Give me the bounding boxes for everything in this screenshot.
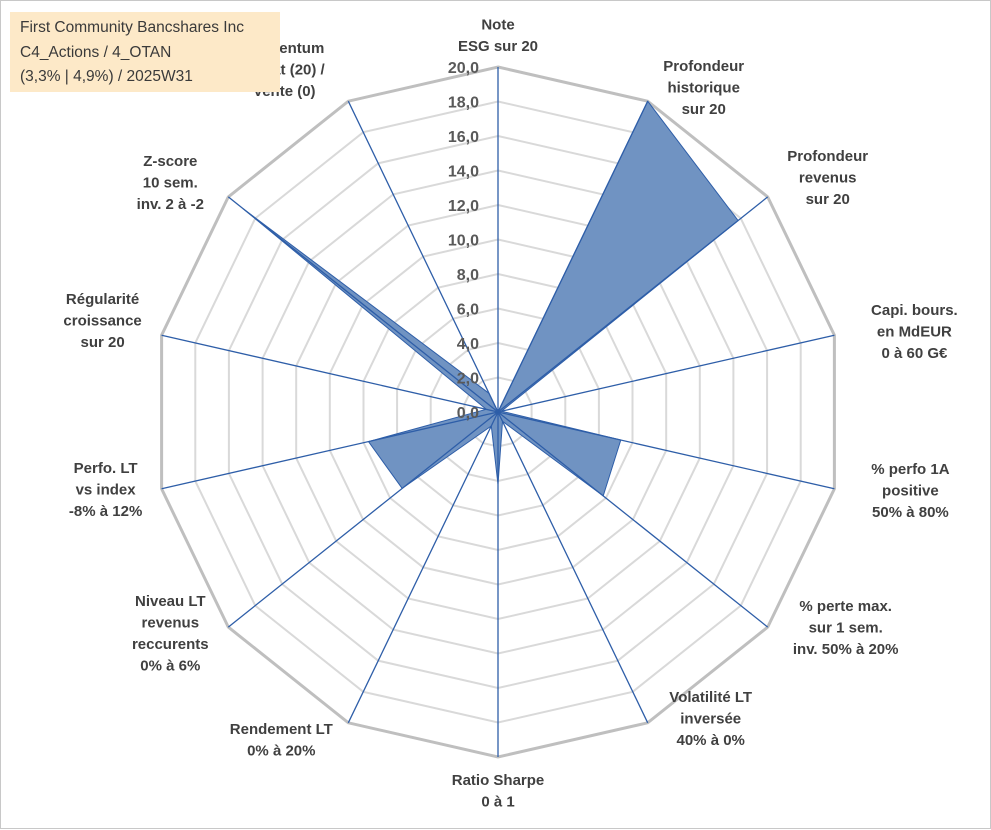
axis-label-11-line-0: Régularité xyxy=(66,291,139,308)
spoke-layer xyxy=(161,67,835,757)
series-area xyxy=(242,100,739,497)
axis-label-5-line-2: inv. 50% à 20% xyxy=(793,641,899,658)
axis-label-12-line-2: inv. 2 à -2 xyxy=(137,196,204,213)
axis-label-10-line-0: Perfo. LT xyxy=(74,460,138,477)
axis-label-2-line-0: Profondeur xyxy=(787,148,868,165)
axis-label-3: Capi. bours. en MdEUR 0 à 60 G€ xyxy=(871,302,958,362)
axis-label-2-line-2: sur 20 xyxy=(806,191,850,208)
axis-label-0: Note ESG sur 20 xyxy=(458,17,538,56)
axis-label-10: Perfo. LT vs index -8% à 12% xyxy=(69,460,142,520)
axis-label-2: Profondeur revenus sur 20 xyxy=(787,148,868,208)
axis-label-3-line-1: en MdEUR xyxy=(877,324,952,341)
axis-label-3-line-2: 0 à 60 G€ xyxy=(881,345,948,362)
axis-label-8: Rendement LT 0% à 20% xyxy=(230,721,333,760)
axis-label-2-line-1: revenus xyxy=(799,169,857,186)
spoke-5 xyxy=(497,411,769,628)
axis-label-9: Niveau LT revenus reccurents 0% à 6% xyxy=(132,593,209,675)
spoke-2 xyxy=(497,196,769,413)
axis-label-5-line-0: % perte max. xyxy=(799,598,892,615)
axis-label-12-line-1: 10 sem. xyxy=(143,174,198,191)
axis-label-6: Volatilité LT inversée 40% à 0% xyxy=(669,689,752,749)
axis-label-10-line-1: vs index xyxy=(76,481,137,498)
spoke-10 xyxy=(161,411,499,490)
axis-label-9-line-3: 0% à 6% xyxy=(140,658,200,675)
spoke-12 xyxy=(227,196,499,413)
spoke-1 xyxy=(497,100,649,413)
title-category: C4_Actions / 4_OTAN xyxy=(20,43,172,61)
axis-label-7-line-0: Ratio Sharpe xyxy=(452,772,545,789)
spoke-4 xyxy=(497,411,835,490)
axis-label-1-line-0: Profondeur xyxy=(663,58,744,75)
tick-label-7: 14,0 xyxy=(448,164,479,181)
tick-label-6: 12,0 xyxy=(448,198,479,215)
axis-label-9-line-1: revenus xyxy=(142,615,200,632)
axis-label-5-line-1: sur 1 sem. xyxy=(809,620,883,637)
spoke-13 xyxy=(347,100,499,413)
tick-label-layer: 0,0 2,0 4,0 6,0 8,0 10,0 12,0 14,0 16,0 18,0 20,0 xyxy=(448,60,479,422)
tick-label-4: 8,0 xyxy=(457,267,479,284)
tick-label-10: 20,0 xyxy=(448,60,479,77)
axis-label-1-line-1: historique xyxy=(667,80,740,97)
spoke-9 xyxy=(227,411,499,628)
axis-label-5: % perte max. sur 1 sem. inv. 50% à 20% xyxy=(793,598,899,658)
spoke-6 xyxy=(497,411,649,724)
axis-label-12: Z-score 10 sem. inv. 2 à -2 xyxy=(137,153,204,213)
tick-label-3: 6,0 xyxy=(457,302,479,319)
axis-label-4-line-1: positive xyxy=(882,482,939,499)
axis-label-8-line-1: 0% à 20% xyxy=(247,742,315,759)
spoke-11 xyxy=(161,334,499,413)
axis-label-3-line-0: Capi. bours. xyxy=(871,302,958,319)
axis-label-6-line-1: inversée xyxy=(680,710,741,727)
axis-label-11-line-2: sur 20 xyxy=(80,334,124,351)
tick-label-9: 18,0 xyxy=(448,95,479,112)
tick-label-8: 16,0 xyxy=(448,129,479,146)
axis-label-1: Profondeur historique sur 20 xyxy=(663,58,744,118)
axis-label-6-line-2: 40% à 0% xyxy=(677,732,745,749)
axis-label-0-line-1: ESG sur 20 xyxy=(458,38,538,55)
tick-label-2: 4,0 xyxy=(457,336,479,353)
tick-label-5: 10,0 xyxy=(448,233,479,250)
axis-label-4: % perfo 1A positive 50% à 80% xyxy=(871,461,950,521)
axis-label-4-line-0: % perfo 1A xyxy=(871,461,950,478)
title-company: First Community Bancshares Inc xyxy=(20,19,244,36)
axis-label-8-line-0: Rendement LT xyxy=(230,721,333,738)
axis-label-9-line-2: reccurents xyxy=(132,636,209,653)
axis-label-1-line-2: sur 20 xyxy=(682,101,726,118)
series-area-layer xyxy=(242,100,739,497)
axis-label-7: Ratio Sharpe 0 à 1 xyxy=(452,772,545,811)
axis-label-11-line-1: croissance xyxy=(63,313,141,330)
axis-label-12-line-0: Z-score xyxy=(143,153,197,170)
axis-label-4-line-2: 50% à 80% xyxy=(872,504,949,521)
tick-label-0: 0,0 xyxy=(457,405,479,422)
axis-label-11: Régularité croissance sur 20 xyxy=(63,291,141,351)
chart-title-box: First Community Bancshares Inc C4_Action… xyxy=(10,12,280,92)
axis-label-0-line-0: Note xyxy=(481,17,514,34)
axis-label-9-line-0: Niveau LT xyxy=(135,593,206,610)
axis-label-10-line-2: -8% à 12% xyxy=(69,503,142,520)
axis-label-6-line-0: Volatilité LT xyxy=(669,689,752,706)
spoke-8 xyxy=(347,411,499,724)
spoke-3 xyxy=(497,334,835,413)
tick-label-1: 2,0 xyxy=(457,371,479,388)
title-period: (3,3% | 4,9%) / 2025W31 xyxy=(20,68,193,85)
axis-label-7-line-1: 0 à 1 xyxy=(481,794,514,811)
axis-label-layer: Note ESG sur 20 Profondeur historique sur 20… xyxy=(63,17,957,811)
